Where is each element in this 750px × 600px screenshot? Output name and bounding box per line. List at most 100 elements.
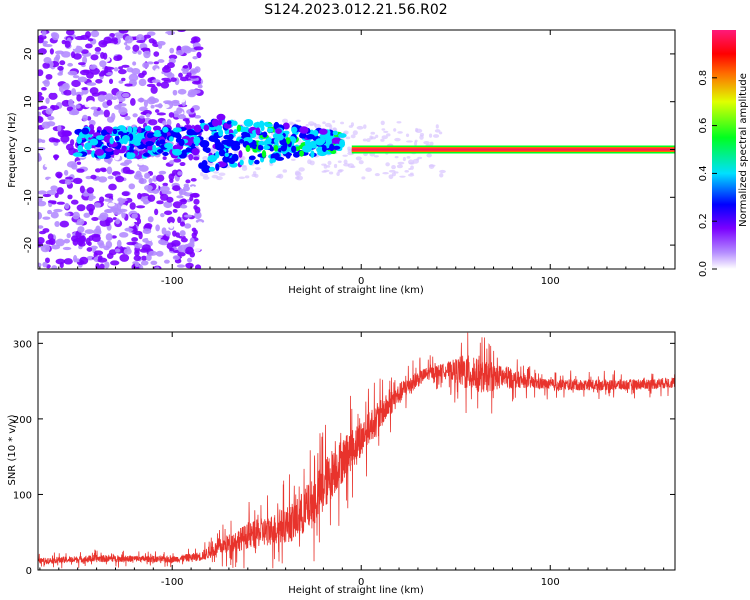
spectrogram-cell: [381, 128, 386, 131]
spectrogram-cell: [138, 78, 147, 87]
spectrogram-cell: [239, 138, 245, 144]
colorbar-tick-label: 0.8: [698, 70, 709, 86]
spectrogram-cell: [71, 235, 79, 242]
spectrogram-cell: [137, 50, 142, 55]
spectrogram-cell: [215, 163, 220, 171]
spectrogram-cell: [38, 142, 42, 147]
spectrogram-cell: [186, 257, 193, 263]
spectrogram-cell: [188, 153, 194, 161]
spectrogram-cell: [86, 187, 95, 194]
spectrogram-y-tick-label: 0: [23, 146, 34, 152]
spectrogram-cell: [151, 79, 161, 84]
spectrogram-cell: [251, 173, 257, 178]
spectrogram-cell: [43, 57, 52, 64]
spectrogram-cell: [86, 255, 95, 261]
spectrogram-cell: [166, 62, 175, 69]
spectrogram-cell: [201, 159, 208, 167]
spectrogram-cell: [193, 198, 200, 205]
spectrogram-cell: [223, 134, 231, 140]
spectrogram-cell: [60, 134, 70, 143]
spectrogram-cell: [81, 127, 90, 135]
spectrogram-cell: [282, 169, 288, 173]
spectrogram-cell: [111, 96, 118, 101]
spectrogram-cell: [183, 214, 193, 218]
colorbar-tick-label: 0.4: [698, 165, 709, 181]
spectrogram-cell: [275, 156, 285, 161]
spectrogram-cell: [128, 221, 135, 227]
spectrogram-cell: [43, 79, 50, 87]
spectrogram-cell: [168, 173, 175, 181]
spectrogram-cell: [196, 51, 202, 59]
spectrogram-cell: [314, 124, 322, 129]
spectrogram-cell: [93, 250, 104, 256]
spectrogram-cell: [136, 40, 146, 44]
snr-y-label: SNR (10 * v/v): [7, 414, 18, 485]
spectrogram-cell: [291, 126, 298, 133]
spectrogram-cell: [439, 172, 444, 178]
spectrogram-cell: [433, 134, 440, 138]
spectrogram-cell: [140, 260, 149, 266]
spectrogram-cell: [145, 141, 154, 147]
spectrogram-cell: [176, 107, 183, 114]
spectrogram-cell: [126, 67, 134, 73]
spectrogram-cell: [94, 46, 102, 52]
spectrogram-cell: [90, 174, 97, 180]
colorbar-tick-label: 0.6: [698, 118, 709, 134]
spectrogram-cell: [362, 138, 367, 142]
spectrogram-cell: [156, 250, 164, 257]
spectrogram-cell: [302, 145, 312, 153]
spectrogram-cell: [228, 157, 236, 165]
spectrogram-cell: [186, 72, 192, 77]
spectrogram-cell: [225, 138, 235, 147]
spectrogram-cell: [161, 227, 167, 235]
spectrogram-cell: [380, 138, 385, 142]
spectrogram-cell: [143, 50, 151, 59]
spectrogram-cell: [135, 205, 146, 209]
spectrogram-cell: [285, 151, 291, 159]
spectrogram-cell: [87, 100, 95, 107]
spectrogram-cell: [165, 230, 171, 237]
spectrogram-cell: [120, 162, 130, 166]
spectrogram-cell: [405, 140, 413, 143]
spectrogram-cell: [178, 72, 183, 78]
spectrogram-cell: [47, 200, 57, 204]
spectrogram-cell: [179, 162, 186, 167]
spectrogram-cell: [273, 144, 279, 152]
spectrogram-cell: [178, 138, 185, 147]
spectrogram-cell: [162, 33, 169, 38]
spectrogram-cell: [76, 136, 83, 145]
spectrogram-cell: [83, 212, 91, 218]
spectrogram-cell: [273, 138, 279, 144]
spectrogram-cell: [106, 99, 113, 106]
spectrogram-cell: [154, 208, 159, 216]
spectrogram-cell: [54, 50, 65, 55]
spectrogram-cell: [98, 39, 108, 48]
spectrogram-cell: [225, 158, 231, 163]
spectrogram-cell: [179, 98, 186, 103]
spectrogram-cell: [132, 44, 140, 52]
spectrogram-cell: [142, 228, 152, 235]
spectrogram-cell: [49, 48, 54, 55]
spectrogram-cell: [278, 173, 284, 179]
spectrogram-cell: [38, 95, 45, 102]
spectrogram-cell: [72, 152, 83, 157]
spectrogram-cell: [162, 126, 169, 133]
spectrogram-cell: [86, 203, 96, 212]
spectrogram-cell: [184, 223, 192, 229]
spectrogram-cell: [143, 200, 149, 205]
spectrogram-cell: [95, 225, 101, 234]
spectrogram-cell: [86, 82, 97, 86]
spectrogram-cell: [282, 122, 290, 130]
spectrogram-cell: [47, 178, 56, 186]
spectrogram-cell: [99, 263, 105, 269]
spectrogram-cell: [124, 45, 131, 51]
spectrogram-cell: [38, 111, 42, 117]
spectrogram-cell: [412, 158, 419, 164]
spectrogram-cell: [107, 175, 114, 180]
spectrogram-cell: [435, 124, 439, 129]
spectrogram-cell: [100, 51, 105, 59]
spectrogram-cell: [154, 109, 160, 113]
spectrogram-cell: [179, 230, 186, 237]
spectrogram-cell: [91, 216, 99, 221]
spectrogram-cell: [39, 230, 46, 235]
